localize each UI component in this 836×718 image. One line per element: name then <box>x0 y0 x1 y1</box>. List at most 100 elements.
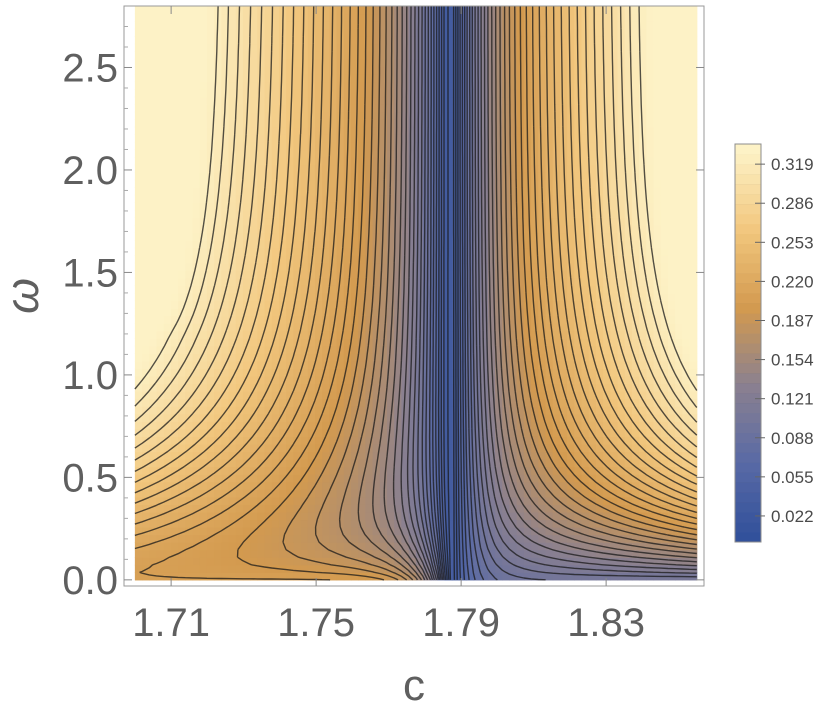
heatmap-cell <box>610 534 619 543</box>
heatmap-cell <box>300 300 309 309</box>
heatmap-cell <box>567 345 575 354</box>
heatmap-cell <box>185 474 194 483</box>
heatmap-cell <box>567 300 575 309</box>
heatmap-cell <box>624 338 633 347</box>
heatmap-cell <box>322 292 330 302</box>
heatmap-cell <box>682 428 691 437</box>
heatmap-cell <box>358 172 366 181</box>
heatmap-cell <box>206 187 215 196</box>
heatmap-cell <box>235 330 244 339</box>
heatmap-cell <box>206 164 215 173</box>
heatmap-cell <box>163 398 172 407</box>
heatmap-cell <box>379 549 388 558</box>
heatmap-cell <box>531 549 539 558</box>
heatmap-cell <box>178 511 186 521</box>
heatmap-cell <box>473 157 482 166</box>
heatmap-cell <box>552 217 561 226</box>
heatmap-cell <box>142 443 150 453</box>
heatmap-cell <box>473 187 482 196</box>
heatmap-cell <box>178 564 186 573</box>
heatmap-cell <box>170 224 179 234</box>
heatmap-cell <box>624 134 633 143</box>
heatmap-cell <box>617 224 626 234</box>
heatmap-cell <box>149 436 158 445</box>
heatmap-cell <box>192 104 201 113</box>
heatmap-cell <box>206 232 215 241</box>
heatmap-cell <box>199 187 208 196</box>
heatmap-cell <box>322 511 330 521</box>
heatmap-cell <box>192 202 201 211</box>
heatmap-cell <box>278 360 287 370</box>
heatmap-cell <box>142 375 150 385</box>
heatmap-cell <box>415 134 424 143</box>
heatmap-cell <box>603 224 611 234</box>
heatmap-cell <box>178 459 186 468</box>
heatmap-cell <box>610 209 619 219</box>
heatmap-cell <box>617 134 626 143</box>
heatmap-cell <box>235 572 244 581</box>
heatmap-cell <box>538 564 547 573</box>
heatmap-cell <box>235 527 244 536</box>
heatmap-cell <box>170 104 179 113</box>
heatmap-cell <box>502 496 511 505</box>
heatmap-cell <box>631 534 640 543</box>
heatmap-cell <box>631 466 640 475</box>
heatmap-cell <box>278 557 287 566</box>
heatmap-cell <box>257 164 266 173</box>
heatmap-cell <box>502 383 511 392</box>
heatmap-cell <box>415 466 424 475</box>
heatmap-cell <box>653 542 662 551</box>
heatmap-cell <box>473 300 482 309</box>
heatmap-cell <box>603 527 611 536</box>
heatmap-cell <box>214 104 222 113</box>
heatmap-cell <box>286 511 294 521</box>
heatmap-cell <box>595 466 604 475</box>
heatmap-cell <box>206 338 215 347</box>
heatmap-cell <box>322 519 330 528</box>
heatmap-cell <box>178 527 186 536</box>
heatmap-cell <box>617 179 626 188</box>
heatmap-cell <box>473 270 482 279</box>
heatmap-cell <box>574 375 583 385</box>
heatmap-cell <box>286 209 294 219</box>
heatmap-cell <box>170 157 179 166</box>
heatmap-cell <box>487 572 496 581</box>
heatmap-cell <box>667 330 676 339</box>
heatmap-cell <box>502 489 511 498</box>
heatmap-cell <box>142 164 150 173</box>
heatmap-cell <box>250 315 258 324</box>
heatmap-cell <box>307 451 316 460</box>
heatmap-cell <box>631 164 640 173</box>
heatmap-cell <box>242 262 251 271</box>
heatmap-cell <box>358 240 366 249</box>
heatmap-cell <box>192 315 201 324</box>
heatmap-cell <box>134 164 143 173</box>
heatmap-cell <box>473 217 482 226</box>
heatmap-cell <box>329 572 338 581</box>
heatmap-cell <box>343 345 352 354</box>
heatmap-cell <box>509 474 518 483</box>
heatmap-cell <box>214 285 222 294</box>
heatmap-cell <box>559 270 568 279</box>
heatmap-cell <box>675 504 683 513</box>
heatmap-cell <box>487 391 496 400</box>
heatmap-cell <box>624 315 633 324</box>
heatmap-cell <box>588 443 597 453</box>
heatmap-cell <box>278 428 287 437</box>
heatmap-cell <box>581 519 590 528</box>
heatmap-cell <box>473 247 482 256</box>
heatmap-cell <box>242 443 251 453</box>
heatmap-cell <box>631 104 640 113</box>
heatmap-cell <box>639 406 647 415</box>
heatmap-cell <box>286 202 294 211</box>
heatmap-cell <box>365 527 374 536</box>
heatmap-cell <box>624 504 633 513</box>
heatmap-cell <box>221 308 230 317</box>
heatmap-cell <box>199 428 208 437</box>
heatmap-cell <box>235 368 244 377</box>
heatmap-cell <box>430 398 439 407</box>
heatmap-cell <box>646 496 655 505</box>
heatmap-cell <box>624 481 633 490</box>
heatmap-cell <box>610 232 619 241</box>
heatmap-cell <box>574 360 583 370</box>
